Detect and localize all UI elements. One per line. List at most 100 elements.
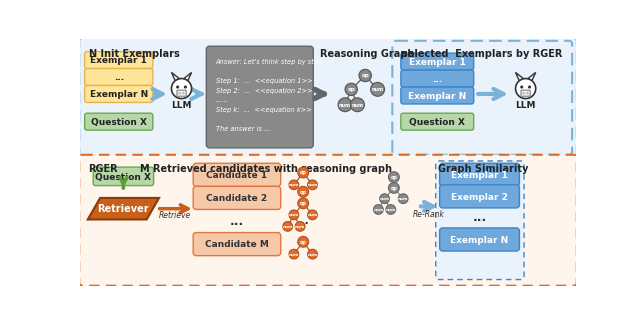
Circle shape (338, 98, 352, 112)
Text: op: op (390, 186, 397, 191)
Text: ...: ... (114, 73, 124, 82)
FancyBboxPatch shape (401, 53, 474, 70)
FancyBboxPatch shape (79, 38, 577, 158)
Text: op: op (300, 201, 307, 206)
Text: Exemplar N: Exemplar N (90, 90, 148, 99)
Circle shape (298, 236, 308, 247)
FancyBboxPatch shape (93, 167, 154, 186)
Text: RGER: RGER (88, 164, 117, 174)
Text: num: num (380, 197, 390, 201)
Circle shape (371, 82, 385, 96)
FancyBboxPatch shape (193, 232, 281, 256)
Circle shape (289, 249, 299, 259)
Text: ...: ... (472, 212, 486, 224)
Text: num: num (289, 183, 299, 187)
Text: num: num (307, 183, 317, 187)
Circle shape (374, 204, 383, 214)
Circle shape (184, 85, 187, 89)
Text: Question X: Question X (409, 118, 465, 127)
Polygon shape (88, 198, 159, 220)
Text: op: op (300, 240, 307, 245)
FancyBboxPatch shape (84, 69, 153, 85)
Text: Graph Similarity: Graph Similarity (438, 164, 528, 174)
Text: Exemplar 2: Exemplar 2 (451, 193, 508, 202)
Circle shape (295, 221, 305, 231)
Text: num: num (385, 208, 396, 212)
Circle shape (308, 249, 317, 259)
Text: Question X: Question X (91, 118, 147, 127)
Text: num: num (307, 213, 317, 217)
Circle shape (298, 187, 308, 197)
FancyBboxPatch shape (84, 85, 153, 102)
Text: num: num (373, 208, 383, 212)
Text: op: op (348, 87, 355, 92)
FancyBboxPatch shape (401, 70, 474, 87)
Polygon shape (528, 73, 536, 81)
FancyBboxPatch shape (440, 185, 520, 208)
Circle shape (398, 194, 408, 204)
FancyBboxPatch shape (193, 163, 281, 187)
Polygon shape (516, 73, 524, 81)
Text: Retrieve: Retrieve (159, 211, 191, 220)
Circle shape (380, 194, 390, 204)
Circle shape (523, 92, 525, 94)
Text: Exemplar 1: Exemplar 1 (451, 171, 508, 180)
Circle shape (289, 180, 299, 190)
Circle shape (528, 85, 531, 89)
Circle shape (359, 69, 371, 82)
FancyBboxPatch shape (401, 113, 474, 130)
Text: num: num (289, 253, 299, 256)
Text: M Retrieved candidates with reasoning graph: M Retrieved candidates with reasoning gr… (140, 164, 392, 174)
Text: op: op (390, 175, 397, 180)
Text: num: num (398, 197, 408, 201)
Text: selected  Exemplars by RGER: selected Exemplars by RGER (402, 48, 562, 58)
FancyBboxPatch shape (392, 41, 572, 155)
Polygon shape (184, 73, 191, 81)
Text: Exemplar N: Exemplar N (451, 236, 509, 245)
Circle shape (516, 79, 536, 99)
Circle shape (351, 98, 364, 112)
FancyBboxPatch shape (436, 161, 524, 280)
Text: ...: ... (432, 75, 442, 84)
Text: op: op (300, 170, 307, 175)
Text: num: num (289, 213, 299, 217)
Circle shape (520, 85, 524, 89)
Text: Answer: Let's think step by step.

Step 1:  ...  <<equation 1>>
Step 2:  ...  <<: Answer: Let's think step by step. Step 1… (216, 58, 325, 132)
Circle shape (298, 167, 308, 178)
Circle shape (388, 183, 399, 193)
Text: num: num (282, 225, 293, 229)
Circle shape (308, 180, 317, 190)
FancyBboxPatch shape (521, 90, 531, 96)
Text: num: num (351, 103, 364, 108)
Circle shape (345, 83, 358, 96)
Text: Exemplar N: Exemplar N (408, 92, 467, 101)
Text: ...: ... (230, 214, 244, 228)
Text: Exemplar 1: Exemplar 1 (409, 58, 466, 67)
Text: ...: ... (297, 216, 310, 226)
Circle shape (386, 204, 396, 214)
FancyBboxPatch shape (440, 228, 520, 251)
Text: Retriever: Retriever (97, 204, 149, 214)
Text: num: num (372, 87, 383, 92)
FancyBboxPatch shape (206, 46, 313, 148)
Text: Reasoning Graph: Reasoning Graph (319, 48, 414, 58)
Text: op: op (300, 190, 307, 195)
Circle shape (176, 85, 179, 89)
Text: num: num (339, 103, 351, 108)
Text: LLM: LLM (515, 101, 536, 110)
Circle shape (179, 92, 180, 94)
FancyBboxPatch shape (84, 113, 153, 130)
Circle shape (283, 221, 292, 231)
Text: Question X: Question X (95, 173, 152, 182)
Text: Exemplar 1: Exemplar 1 (90, 56, 147, 65)
Text: N Init Exemplars: N Init Exemplars (88, 48, 179, 58)
Text: Candidate M: Candidate M (205, 240, 269, 249)
Circle shape (289, 210, 299, 220)
Text: num: num (307, 253, 317, 256)
Text: Re-Rank: Re-Rank (413, 210, 445, 219)
Text: Candidate 2: Candidate 2 (206, 194, 268, 203)
FancyBboxPatch shape (84, 52, 153, 69)
FancyBboxPatch shape (79, 155, 577, 286)
Text: Candidate 1: Candidate 1 (206, 171, 268, 180)
FancyBboxPatch shape (440, 163, 520, 187)
